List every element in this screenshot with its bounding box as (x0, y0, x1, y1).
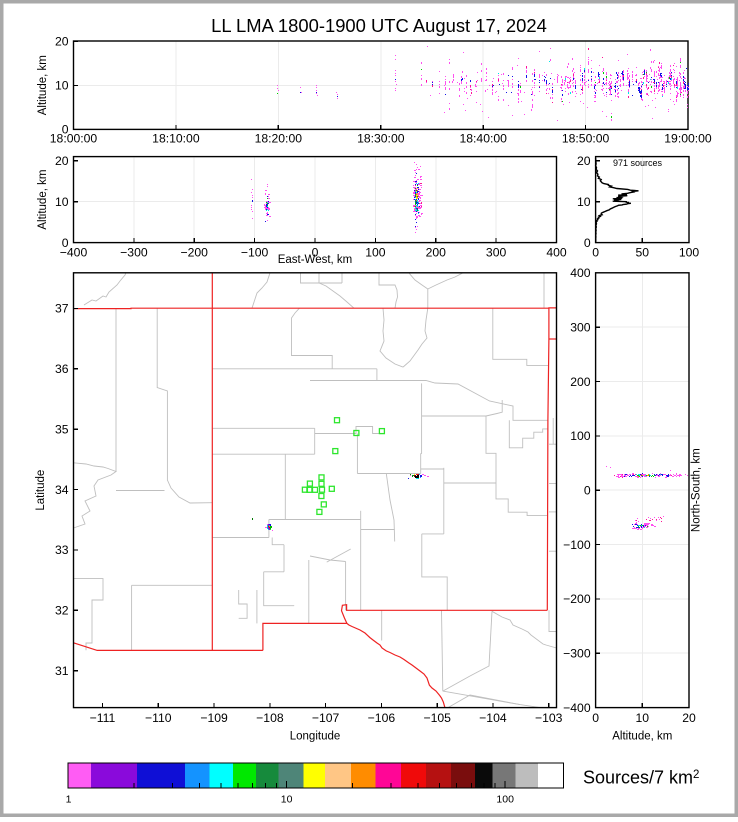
svg-text:Altitude, km: Altitude, km (612, 731, 672, 743)
svg-text:Latitude: Latitude (35, 470, 47, 511)
svg-text:−107: −107 (312, 711, 340, 725)
svg-text:−200: −200 (563, 592, 591, 606)
svg-text:300: 300 (486, 246, 507, 260)
svg-text:10: 10 (55, 79, 69, 93)
svg-text:50: 50 (636, 246, 650, 260)
svg-text:37: 37 (55, 302, 69, 316)
svg-text:200: 200 (570, 375, 591, 389)
svg-text:31: 31 (55, 664, 69, 678)
svg-text:100: 100 (570, 429, 591, 443)
svg-text:−111: −111 (90, 711, 116, 725)
svg-text:18:30:00: 18:30:00 (357, 132, 405, 146)
svg-text:100: 100 (496, 794, 514, 806)
svg-text:0: 0 (592, 246, 599, 260)
svg-text:0: 0 (312, 246, 319, 260)
svg-text:18:10:00: 18:10:00 (152, 132, 200, 146)
svg-text:−108: −108 (256, 711, 284, 725)
svg-text:−104: −104 (479, 711, 507, 725)
svg-text:0: 0 (584, 484, 591, 498)
svg-text:0: 0 (62, 123, 69, 137)
svg-text:400: 400 (546, 246, 567, 260)
svg-text:34: 34 (55, 483, 69, 497)
svg-text:North-South, km: North-South, km (691, 448, 703, 532)
svg-text:East-West, km: East-West, km (278, 254, 353, 266)
svg-text:18:40:00: 18:40:00 (459, 132, 507, 146)
svg-text:10: 10 (636, 711, 650, 725)
svg-text:33: 33 (55, 543, 69, 557)
svg-text:Altitude, km: Altitude, km (37, 170, 49, 230)
svg-text:−400: −400 (60, 246, 88, 260)
svg-text:10: 10 (281, 794, 293, 806)
svg-text:−106: −106 (368, 711, 396, 725)
svg-text:20: 20 (55, 154, 69, 168)
svg-text:−400: −400 (563, 701, 591, 715)
svg-text:0: 0 (584, 236, 591, 250)
svg-text:0: 0 (592, 711, 599, 725)
svg-text:32: 32 (55, 604, 69, 618)
svg-text:−300: −300 (120, 246, 148, 260)
svg-text:1: 1 (66, 794, 72, 806)
svg-text:10: 10 (577, 195, 591, 209)
svg-text:200: 200 (426, 246, 447, 260)
svg-text:400: 400 (570, 266, 591, 280)
svg-text:−300: −300 (563, 647, 591, 661)
svg-text:971 sources: 971 sources (613, 158, 663, 168)
svg-text:19:00:00: 19:00:00 (664, 132, 712, 146)
svg-text:−110: −110 (145, 711, 172, 725)
svg-text:LL LMA 1800-1900 UTC August 17: LL LMA 1800-1900 UTC August 17, 2024 (211, 15, 547, 36)
svg-text:18:50:00: 18:50:00 (562, 132, 610, 146)
svg-text:0: 0 (62, 236, 69, 250)
svg-text:10: 10 (55, 195, 69, 209)
svg-text:20: 20 (577, 154, 591, 168)
svg-text:−105: −105 (423, 711, 451, 725)
svg-text:18:20:00: 18:20:00 (255, 132, 303, 146)
svg-text:−109: −109 (200, 711, 228, 725)
svg-text:100: 100 (679, 246, 700, 260)
svg-text:300: 300 (570, 321, 591, 335)
svg-text:Altitude, km: Altitude, km (37, 55, 49, 115)
svg-text:36: 36 (55, 362, 69, 376)
svg-text:18:00:00: 18:00:00 (50, 132, 98, 146)
svg-text:−100: −100 (563, 538, 591, 552)
svg-text:100: 100 (365, 246, 386, 260)
svg-text:20: 20 (682, 711, 696, 725)
svg-text:Longitude: Longitude (290, 731, 341, 743)
svg-text:20: 20 (55, 35, 69, 49)
svg-text:35: 35 (55, 423, 69, 437)
svg-text:−100: −100 (241, 246, 269, 260)
svg-text:Sources/7 km2: Sources/7 km2 (583, 768, 699, 788)
svg-text:−103: −103 (535, 711, 563, 725)
svg-text:−200: −200 (180, 246, 208, 260)
